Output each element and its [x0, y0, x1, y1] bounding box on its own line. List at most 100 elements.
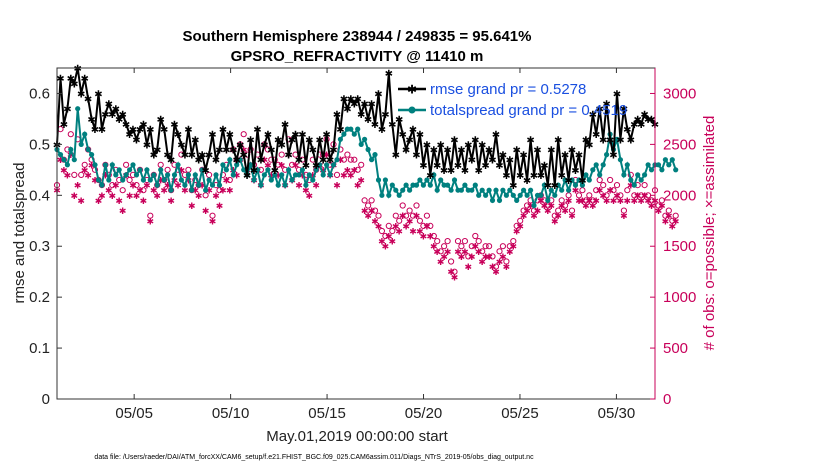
obs-possible-point: [465, 253, 472, 260]
obs-assimilated-point: ✱: [520, 212, 528, 222]
rmse-point: ✱: [499, 151, 507, 162]
rmse-point: ✱: [146, 125, 154, 136]
obs-possible-point: [340, 156, 347, 163]
obs-assimilated-point: ✱: [88, 161, 96, 171]
rmse-point: ✱: [81, 74, 89, 85]
totalspread-point: [617, 157, 624, 163]
y-left-tick-label: 0.4: [29, 187, 50, 204]
rmse-point: ✱: [364, 115, 372, 126]
obs-possible-point: [482, 243, 489, 250]
obs-possible-point: [441, 243, 448, 250]
obs-assimilated-point: ✱: [223, 177, 231, 187]
rmse-point: ✱: [122, 120, 130, 131]
totalspread-point: [531, 202, 537, 209]
obs-assimilated-point: ✱: [599, 192, 607, 202]
rmse-point: ✱: [454, 161, 462, 172]
totalspread-point: [82, 131, 88, 137]
totalspread-point: [417, 177, 423, 183]
rmse-point: ✱: [526, 135, 534, 146]
obs-possible-point: [382, 232, 389, 240]
totalspread-point: [431, 172, 437, 178]
totalspread-point: [528, 187, 534, 193]
totalspread-point: [576, 177, 582, 183]
obs-assimilated-point: ✱: [510, 243, 518, 253]
obs-assimilated-point: ✱: [592, 197, 600, 207]
rmse-point: ✱: [571, 166, 579, 177]
obs-possible-point: [596, 176, 603, 184]
totalspread-point: [171, 172, 178, 178]
obs-assimilated-point: ✱: [637, 197, 645, 207]
obs-assimilated-point: ✱: [164, 182, 172, 192]
rmse-point: ✱: [433, 161, 441, 172]
obs-possible-point: [358, 161, 365, 168]
obs-possible-point: [489, 253, 496, 260]
totalspread-point: [372, 152, 378, 158]
totalspread-point: [275, 182, 281, 188]
rmse-point: ✱: [620, 105, 628, 116]
obs-possible-point: [517, 217, 524, 224]
totalspread-point: [386, 192, 392, 198]
obs-assimilated-point: ✱: [537, 197, 545, 207]
rmse-point: ✱: [288, 135, 296, 146]
totalspread-point: [517, 192, 523, 198]
obs-assimilated-point: ✱: [672, 217, 680, 227]
rmse-point: ✱: [105, 100, 113, 111]
totalspread-point: [624, 162, 630, 168]
totalspread-point: [389, 182, 395, 188]
obs-possible-point: [365, 202, 372, 209]
obs-assimilated-point: ✱: [503, 263, 511, 273]
totalspread-point: [199, 167, 205, 173]
rmse-point: ✱: [592, 130, 600, 141]
totalspread-point: [147, 177, 153, 183]
obs-possible-point: [403, 212, 410, 219]
rmse-point: ✱: [464, 140, 472, 151]
obs-assimilated-point: ✱: [147, 217, 155, 227]
obs-assimilated-point: ✱: [561, 207, 569, 217]
obs-possible-point: [123, 161, 130, 168]
obs-possible-point: [133, 182, 140, 189]
obs-assimilated-point: ✱: [274, 171, 282, 181]
obs-assimilated-point: ✱: [665, 212, 673, 222]
totalspread-point: [175, 162, 181, 168]
chart-subtitle: GPSRO_REFRACTIVITY @ 11410 m: [231, 48, 484, 65]
totalspread-point: [369, 157, 375, 163]
obs-assimilated-point: ✱: [437, 258, 445, 268]
obs-possible-point: [67, 131, 74, 138]
obs-possible-point: [648, 197, 655, 204]
totalspread-point: [631, 182, 637, 188]
rmse-point: ✱: [201, 166, 209, 177]
rmse-point: ✱: [340, 95, 348, 106]
obs-assimilated-point: ✱: [399, 212, 407, 222]
rmse-point: ✱: [644, 115, 652, 126]
rmse-point: ✱: [530, 171, 538, 182]
rmse-point: ✱: [119, 110, 127, 121]
totalspread-point: [313, 167, 319, 173]
obs-assimilated-point: ✱: [84, 171, 92, 181]
rmse-point: ✱: [250, 166, 258, 177]
x-tick-label: 05/05: [115, 405, 153, 422]
rmse-line: [56, 67, 656, 186]
obs-possible-point: [593, 187, 600, 194]
totalspread-point: [113, 172, 119, 178]
obs-assimilated-point: ✱: [81, 166, 89, 176]
obs-possible-point: [669, 217, 676, 224]
obs-possible-point: [423, 212, 430, 219]
obs-assimilated-point: ✱: [423, 222, 431, 232]
rmse-point: ✱: [585, 140, 593, 151]
y-left-tick-label: 0.2: [29, 289, 50, 306]
obs-possible-point: [513, 222, 520, 229]
obs-possible-point: [71, 171, 78, 178]
footer-data-file: data file: /Users/raeder/DAI/ATM_forcXX/…: [94, 454, 534, 461]
obs-assimilated-point: ✱: [548, 202, 556, 212]
totalspread-point: [362, 136, 368, 142]
obs-assimilated-point: ✱: [226, 187, 234, 197]
obs-assimilated-point: ✱: [347, 171, 355, 181]
obs-assimilated-point: ✱: [655, 207, 663, 217]
totalspread-point: [68, 146, 74, 153]
totalspread-point: [165, 172, 171, 178]
totalspread-point: [89, 152, 95, 158]
rmse-point: ✱: [243, 171, 251, 182]
x-axis-label: May.01,2019 00:00:00 start: [266, 428, 448, 445]
obs-assimilated-point: ✱: [433, 248, 441, 258]
rmse-point: ✱: [544, 181, 552, 192]
